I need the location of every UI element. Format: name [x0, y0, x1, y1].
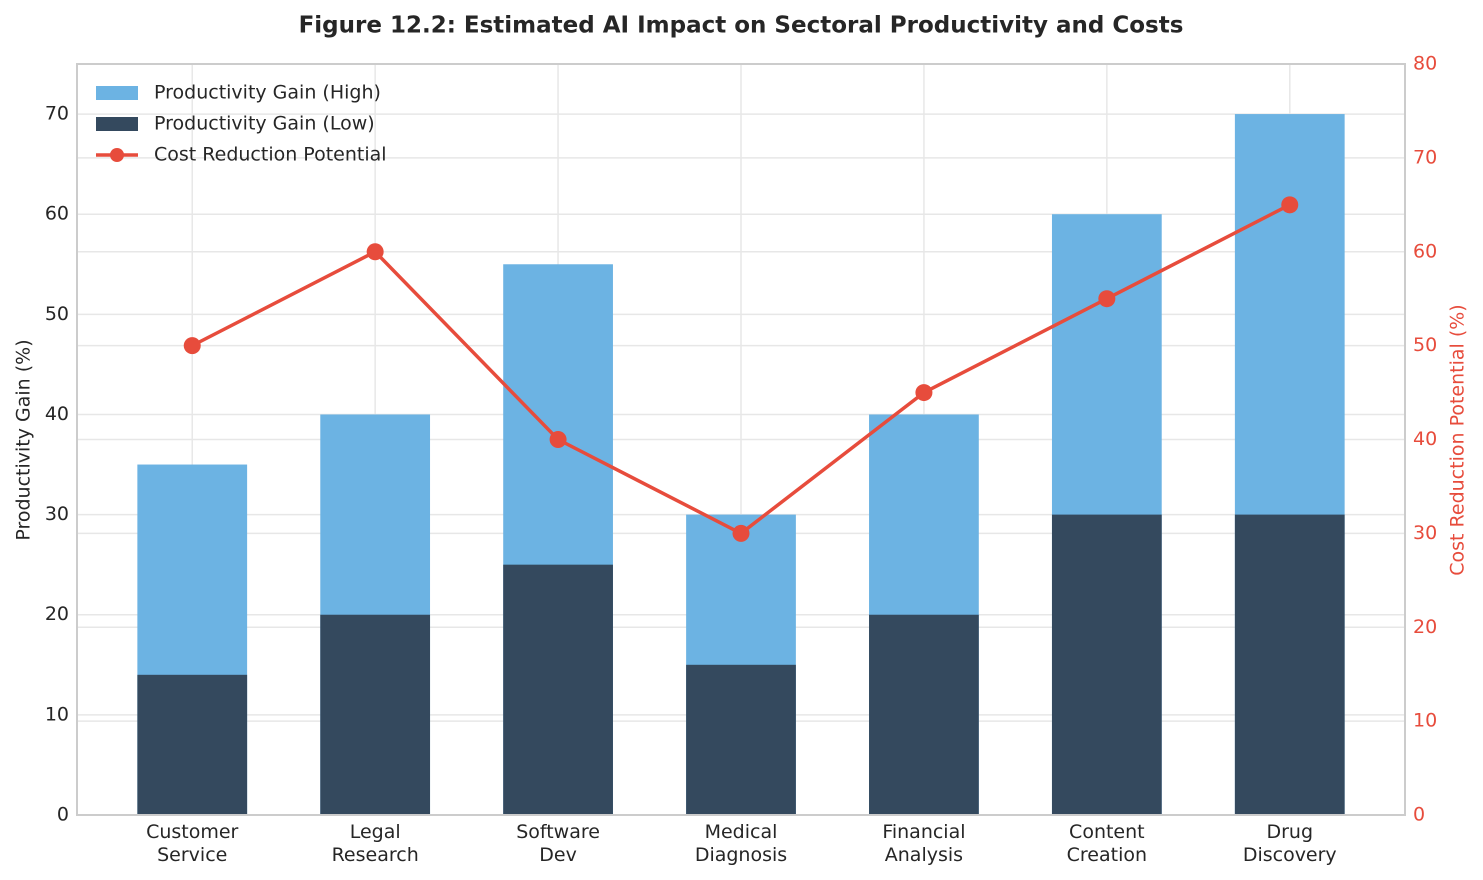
- bar: [503, 564, 613, 815]
- point: [183, 337, 201, 355]
- y-tick-label: 60: [45, 203, 69, 225]
- point: [549, 431, 567, 448]
- y2-tick-label: 20: [1413, 616, 1437, 638]
- y-tick-label: 40: [45, 403, 69, 425]
- bar: [1051, 514, 1162, 815]
- y2-axis-label: Cost Reduction Potential (%): [1447, 304, 1469, 575]
- x-tick-label: Legal Research: [332, 821, 419, 866]
- legend-marker: [110, 148, 124, 162]
- legend-label: Cost Reduction Potential: [154, 144, 387, 166]
- bar: [869, 614, 979, 815]
- y-tick-label: 50: [45, 303, 69, 325]
- y2-tick-label: 80: [1413, 53, 1437, 75]
- y-tick-label: 20: [45, 603, 69, 625]
- x-tick-label: Drug Discovery: [1243, 821, 1337, 866]
- y2-tick-label: 10: [1413, 710, 1437, 732]
- legend-label: Productivity Gain (High): [154, 82, 381, 104]
- x-tick-label: Medical Diagnosis: [695, 821, 787, 866]
- bar: [686, 664, 796, 815]
- bar: [320, 614, 431, 815]
- y2-tick-label: 40: [1413, 428, 1437, 450]
- x-tick-label: Customer Service: [146, 821, 238, 866]
- y2-tick-label: 70: [1413, 146, 1437, 168]
- point: [1281, 196, 1299, 214]
- y-axis-label: Productivity Gain (%): [13, 339, 35, 540]
- plot-frame: [76, 63, 1406, 816]
- legend-swatch: [96, 86, 138, 100]
- bar: [1234, 514, 1345, 815]
- y-tick-label: 30: [45, 503, 69, 525]
- y-tick-label: 70: [45, 103, 69, 125]
- bar: [137, 674, 248, 815]
- point: [732, 524, 750, 542]
- chart-title: Figure 12.2: Estimated AI Impact on Sect…: [299, 13, 1184, 39]
- point: [1098, 290, 1116, 308]
- point: [915, 384, 933, 402]
- x-tick-label: Financial Analysis: [882, 821, 965, 866]
- y-tick-label: 0: [57, 804, 69, 826]
- y2-tick-label: 0: [1413, 804, 1425, 826]
- legend-swatch: [96, 117, 138, 131]
- y2-tick-label: 60: [1413, 240, 1437, 262]
- x-tick-label: Content Creation: [1067, 821, 1147, 866]
- point: [366, 243, 384, 261]
- x-tick-label: Software Dev: [516, 821, 600, 866]
- legend-label: Productivity Gain (Low): [154, 113, 375, 135]
- y2-tick-label: 30: [1413, 522, 1437, 544]
- y2-tick-label: 50: [1413, 334, 1437, 356]
- y-tick-label: 10: [45, 703, 69, 725]
